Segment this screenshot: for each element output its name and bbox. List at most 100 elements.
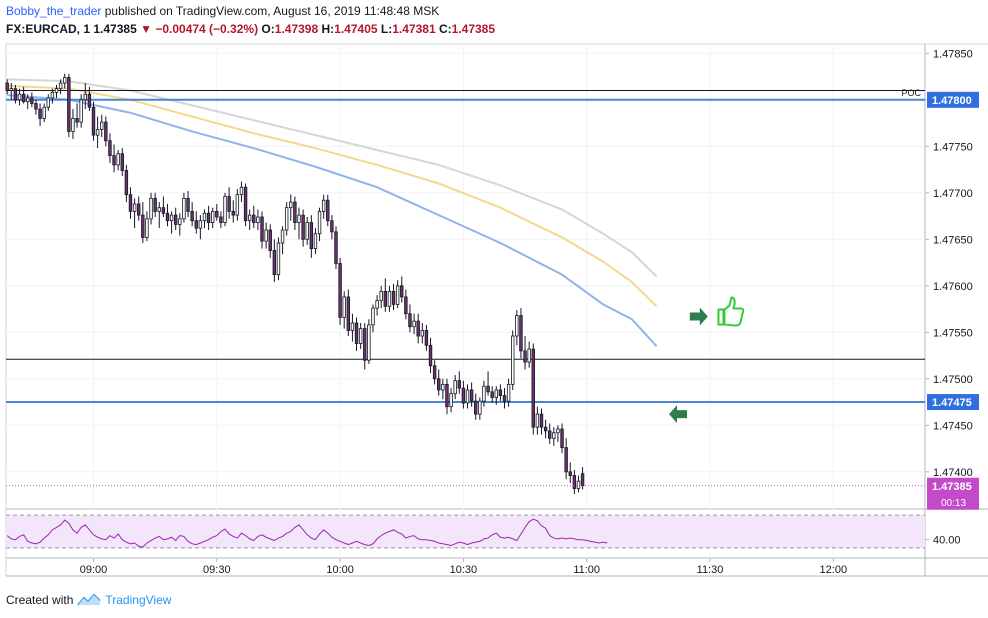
candle-body: [141, 214, 145, 238]
candle: [128, 187, 133, 219]
candle-body: [272, 250, 277, 276]
candle: [531, 343, 535, 435]
candle: [75, 103, 79, 128]
level-price-label-1: 1.47475: [932, 397, 972, 409]
candle-body: [465, 389, 470, 404]
candle: [297, 207, 301, 240]
level-price-label-0: 1.47800: [932, 95, 972, 107]
candle-body: [453, 380, 457, 395]
candle-body: [354, 322, 359, 344]
candle: [46, 94, 50, 111]
candle: [87, 86, 92, 111]
candle-body: [112, 155, 116, 166]
candle-body: [580, 473, 585, 487]
tradingview-logo-icon: [77, 593, 102, 606]
candle-body: [165, 212, 170, 222]
candle: [523, 336, 527, 370]
candle-body: [301, 214, 305, 240]
candle-body: [46, 97, 50, 108]
candle: [268, 224, 272, 258]
candle-body: [9, 88, 13, 91]
candle-body: [441, 383, 445, 391]
candle: [202, 209, 207, 229]
candle: [108, 133, 112, 164]
candle-body: [63, 77, 67, 84]
candle-body: [358, 328, 363, 344]
candle: [469, 382, 474, 407]
candle: [556, 425, 560, 443]
candle-body: [334, 231, 338, 264]
candle-body: [474, 400, 478, 415]
candle: [342, 291, 346, 329]
candle: [116, 150, 120, 171]
candle: [38, 103, 42, 126]
candle: [42, 103, 46, 123]
price-tick-label-0: 1.47850: [933, 48, 973, 60]
price-tick-label-3: 1.47700: [933, 188, 973, 200]
candle-body: [260, 216, 264, 242]
candle-body: [445, 383, 449, 408]
candle: [79, 94, 83, 128]
candle: [371, 304, 375, 333]
candle-body: [38, 108, 42, 119]
time-tick-label-3: 10:30: [450, 564, 478, 576]
candle: [26, 94, 30, 110]
candle-body: [256, 216, 260, 223]
candle-body: [190, 210, 194, 222]
candle-body: [87, 93, 92, 108]
candle: [420, 323, 424, 344]
candle: [289, 194, 293, 221]
candle: [317, 207, 322, 242]
tradingview-brand[interactable]: TradingView: [105, 593, 172, 607]
symbol-label: FX:EURCAD, 1: [6, 22, 91, 36]
candle: [165, 203, 170, 227]
candle: [428, 337, 433, 374]
candle: [280, 226, 285, 255]
candle-body: [502, 395, 507, 402]
candle-body: [50, 91, 55, 99]
candle: [564, 438, 568, 480]
candle: [293, 196, 297, 230]
candle: [120, 148, 124, 177]
candle-body: [317, 210, 322, 235]
candle-body: [391, 290, 396, 305]
candle: [445, 378, 449, 415]
candle-body: [289, 201, 293, 209]
candle-body: [132, 203, 137, 212]
candle: [95, 116, 100, 149]
candle: [231, 200, 235, 223]
candle: [391, 283, 396, 310]
candle: [486, 371, 490, 396]
candle-body: [428, 344, 433, 367]
candle-body: [17, 93, 22, 101]
close-value: 1.47385: [451, 22, 496, 36]
candle: [206, 205, 211, 230]
candle-body: [54, 88, 59, 93]
low-value: 1.47381: [392, 22, 436, 36]
author-link[interactable]: Bobby_the_trader: [6, 4, 102, 18]
candle-body: [161, 207, 166, 214]
candle: [309, 215, 314, 258]
candle-body: [202, 212, 207, 222]
countdown-label: 00:13: [941, 498, 966, 509]
candle: [494, 386, 498, 405]
high-value: 1.47405: [334, 22, 378, 36]
candle-body: [363, 328, 367, 361]
candle-body: [305, 222, 309, 240]
candle: [474, 393, 478, 420]
candle: [412, 313, 416, 335]
candle: [247, 209, 252, 230]
candle: [91, 101, 96, 141]
candle: [239, 181, 244, 203]
poc-label: POC: [901, 88, 921, 98]
candle-body: [437, 378, 441, 391]
candle: [535, 406, 540, 435]
moving-average-line-2: [7, 94, 658, 347]
candle: [305, 216, 309, 245]
last-price-tag: [927, 477, 979, 510]
candle: [424, 324, 429, 351]
candle-body: [284, 207, 289, 231]
candle-body: [383, 290, 388, 307]
candle-body: [531, 348, 535, 428]
